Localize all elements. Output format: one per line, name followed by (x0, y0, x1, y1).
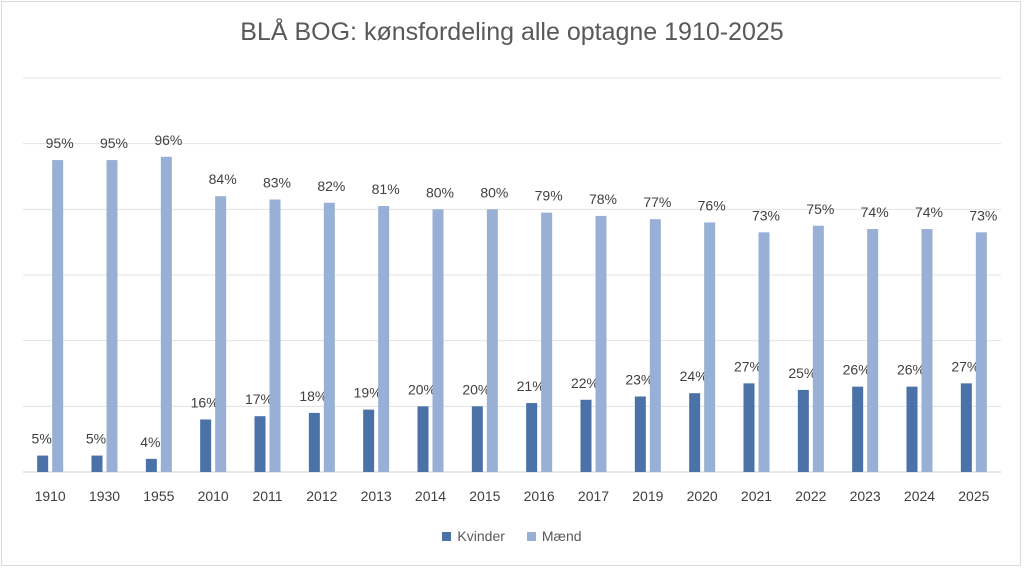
bar-maend (975, 232, 987, 472)
x-tick-label: 2020 (687, 488, 718, 504)
bar-kvinder (200, 419, 212, 472)
legend-item-maend: Mænd (526, 528, 582, 544)
bar-kvinder (689, 393, 701, 472)
bar-maend (867, 229, 879, 472)
data-label-kvinder: 27% (734, 358, 762, 374)
bar-kvinder (308, 412, 320, 472)
bar-maend (486, 209, 498, 473)
x-tick-label: 2022 (795, 488, 826, 504)
bar-kvinder (471, 406, 483, 472)
x-tick-label: 2015 (469, 488, 500, 504)
bar-maend (921, 229, 933, 472)
bar-maend (269, 199, 281, 472)
bar-kvinder (580, 399, 592, 472)
bar-maend (52, 160, 64, 473)
data-label-maend: 76% (698, 197, 726, 213)
bar-maend (758, 232, 770, 472)
x-tick-label: 2025 (958, 488, 989, 504)
x-tick-label: 2016 (524, 488, 555, 504)
data-label-kvinder: 26% (843, 362, 871, 378)
legend-label-maend: Mænd (541, 528, 582, 544)
data-label-kvinder: 21% (517, 378, 545, 394)
data-label-maend: 83% (263, 174, 291, 190)
data-label-kvinder: 23% (625, 371, 653, 387)
data-label-maend: 95% (100, 135, 128, 151)
bar-kvinder (37, 455, 49, 472)
bar-maend (215, 196, 227, 472)
data-label-kvinder: 24% (680, 368, 708, 384)
x-tick-label: 2011 (252, 488, 282, 504)
data-label-maend: 77% (643, 194, 671, 210)
bar-maend (541, 212, 553, 472)
bar-maend (160, 156, 172, 473)
bar-kvinder (852, 386, 864, 472)
data-label-kvinder: 27% (951, 358, 979, 374)
data-label-maend: 74% (861, 204, 889, 220)
data-label-kvinder: 25% (788, 365, 816, 381)
bar-kvinder (526, 403, 538, 472)
x-tick-label: 2019 (632, 488, 663, 504)
data-label-maend: 95% (46, 135, 74, 151)
bar-kvinder (634, 396, 646, 472)
data-label-maend: 79% (535, 188, 563, 204)
bar-kvinder (91, 455, 103, 472)
x-tick-label: 1930 (89, 488, 120, 504)
data-label-kvinder: 19% (354, 385, 382, 401)
data-label-kvinder: 20% (408, 381, 436, 397)
bar-maend (106, 160, 118, 473)
x-tick-label: 2021 (741, 488, 772, 504)
bar-maend (323, 202, 335, 472)
bar-kvinder (743, 383, 755, 472)
bar-kvinder (145, 458, 157, 472)
bar-kvinder (960, 383, 972, 472)
bar-maend (595, 215, 607, 472)
legend-label-kvinder: Kvinder (457, 528, 505, 544)
bar-kvinder (797, 389, 809, 472)
data-label-maend: 84% (209, 171, 237, 187)
bar-maend (812, 225, 824, 472)
x-tick-label: 2013 (361, 488, 392, 504)
data-label-maend: 80% (480, 184, 508, 200)
data-label-kvinder: 17% (245, 391, 273, 407)
bar-kvinder (254, 416, 266, 472)
x-tick-label: 1955 (143, 488, 174, 504)
bar-maend (378, 206, 390, 473)
x-tick-label: 1910 (35, 488, 66, 504)
data-label-maend: 80% (426, 184, 454, 200)
data-label-kvinder: 26% (897, 362, 925, 378)
chart-title: BLÅ BOG: kønsfordeling alle optagne 1910… (240, 18, 784, 46)
x-tick-label: 2023 (850, 488, 881, 504)
bar-kvinder (906, 386, 918, 472)
data-label-kvinder: 5% (86, 431, 106, 447)
data-label-kvinder: 16% (191, 394, 219, 410)
x-tick-label: 2012 (306, 488, 337, 504)
data-label-kvinder: 22% (571, 375, 599, 391)
data-label-maend: 82% (317, 178, 345, 194)
data-label-maend: 96% (154, 132, 182, 148)
bar-maend (704, 222, 716, 472)
x-tick-label: 2014 (415, 488, 446, 504)
x-tick-label: 2024 (904, 488, 935, 504)
data-label-kvinder: 20% (462, 381, 490, 397)
data-label-kvinder: 4% (140, 434, 160, 450)
bar-maend (432, 209, 444, 473)
bar-maend (649, 219, 661, 472)
data-label-kvinder: 18% (299, 388, 327, 404)
chart-legend: Kvinder Mænd (0, 528, 1024, 544)
data-label-maend: 81% (372, 181, 400, 197)
legend-swatch-kvinder (442, 531, 452, 541)
data-label-maend: 74% (915, 204, 943, 220)
x-tick-label: 2010 (198, 488, 229, 504)
bar-kvinder (417, 406, 429, 472)
data-label-maend: 75% (806, 201, 834, 217)
data-label-kvinder: 5% (32, 431, 52, 447)
x-tick-label: 2017 (578, 488, 609, 504)
data-label-maend: 73% (752, 207, 780, 223)
data-label-maend: 78% (589, 191, 617, 207)
legend-swatch-maend (526, 531, 536, 541)
legend-item-kvinder: Kvinder (442, 528, 505, 544)
data-label-maend: 73% (969, 207, 997, 223)
bar-kvinder (363, 409, 375, 472)
